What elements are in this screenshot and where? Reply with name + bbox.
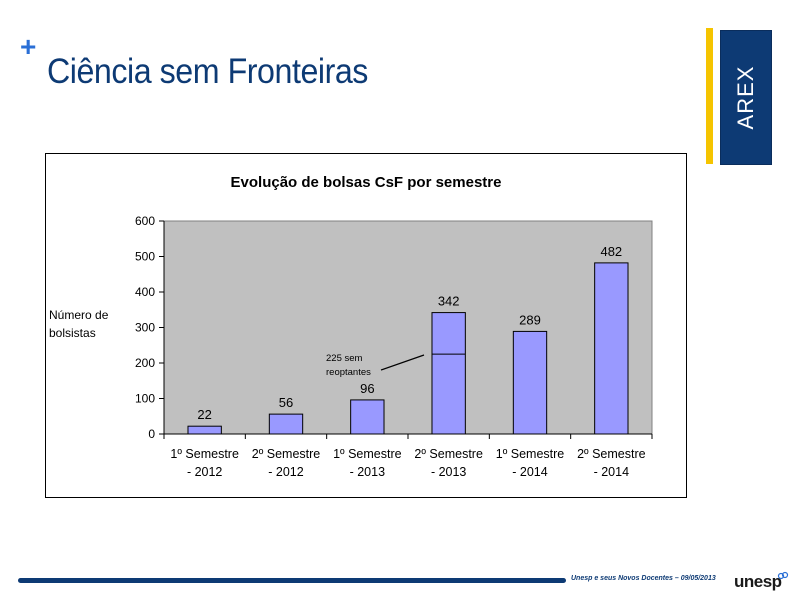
x-tick-label-line-1: 2º Semestre <box>252 447 321 461</box>
x-tick-label-line-2: - 2014 <box>512 465 547 479</box>
bar <box>594 262 629 435</box>
annotation-pointer <box>380 354 425 371</box>
bar <box>431 312 466 435</box>
logo-mark-icon <box>777 571 789 580</box>
y-tick-label: 0 <box>148 427 155 441</box>
footer-text: Unesp e seus Novos Docentes – 09/05/2013 <box>571 575 716 582</box>
y-tick-label: 300 <box>135 321 155 335</box>
data-label: 96 <box>360 381 374 396</box>
arex-badge: AREX <box>720 30 772 165</box>
annotation-text-line-2: reoptantes <box>326 367 371 378</box>
chart-title: Evolução de bolsas CsF por semestre <box>231 174 502 191</box>
x-tick-label-line-2: - 2012 <box>187 465 222 479</box>
y-axis-label-line-2: bolsistas <box>49 326 96 340</box>
data-label: 342 <box>438 294 460 309</box>
footer-line <box>18 578 566 583</box>
x-tick-label-line-2: - 2013 <box>431 465 466 479</box>
x-tick-label-line-2: - 2014 <box>594 465 629 479</box>
slide-title: Ciência sem Fronteiras <box>47 52 368 91</box>
x-tick-label-line-2: - 2013 <box>350 465 385 479</box>
bar <box>268 413 304 435</box>
y-tick-label: 200 <box>135 356 155 370</box>
plot-area <box>163 220 653 435</box>
y-tick-label: 500 <box>135 250 155 264</box>
bar-chart: Evolução de bolsas CsF por semestre Númer… <box>49 174 653 479</box>
bar <box>187 425 222 435</box>
unesp-logo: unesp <box>734 572 782 591</box>
data-label: 482 <box>600 244 622 259</box>
x-tick-label-line-1: 1º Semestre <box>496 447 565 461</box>
data-label: 56 <box>279 395 293 410</box>
data-label: 289 <box>519 312 541 327</box>
annotation-text-line-1: 225 sem <box>326 353 363 364</box>
y-tick-label: 600 <box>135 214 155 228</box>
x-tick-label-line-1: 1º Semestre <box>333 447 402 461</box>
data-label: 22 <box>197 407 211 422</box>
chart-frame: Evolução de bolsas CsF por semestre Númer… <box>45 153 687 498</box>
arex-label: AREX <box>733 65 758 130</box>
plus-icon: + <box>20 31 37 62</box>
bar <box>350 399 385 435</box>
y-tick-label: 100 <box>135 392 155 406</box>
x-tick-label-line-2: - 2012 <box>268 465 303 479</box>
x-tick-label-line-1: 2º Semestre <box>577 447 646 461</box>
y-axis-label-line-1: Número de <box>49 308 109 322</box>
y-tick-label: 400 <box>135 285 155 299</box>
x-tick-label-line-1: 1º Semestre <box>170 447 239 461</box>
x-tick-label-line-1: 2º Semestre <box>414 447 483 461</box>
bar <box>512 330 548 435</box>
yellow-accent-bar <box>706 28 713 164</box>
